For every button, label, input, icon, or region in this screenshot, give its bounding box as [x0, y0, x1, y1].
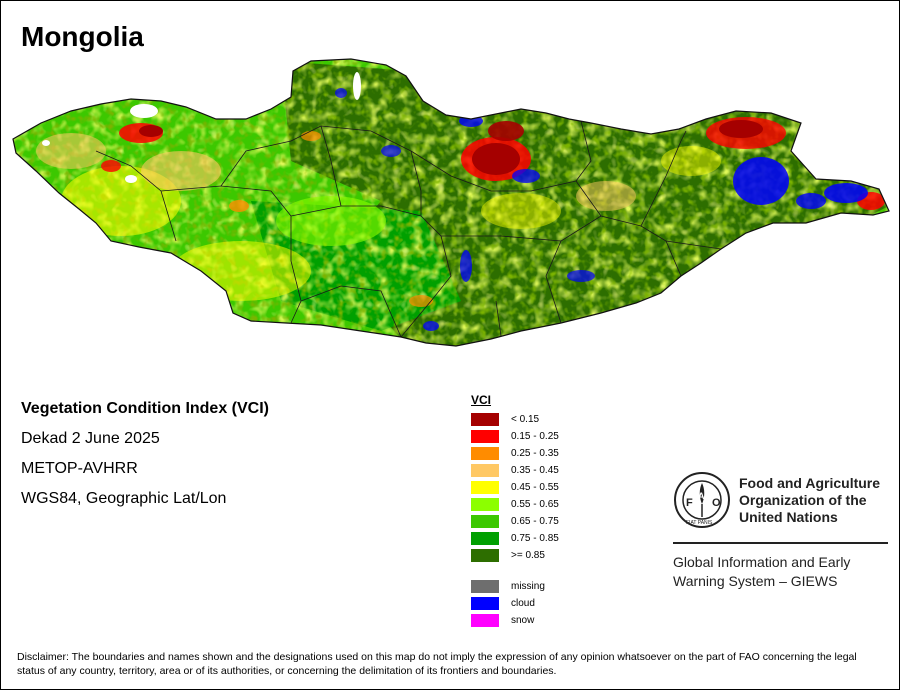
- legend-class-label: 0.45 - 0.55: [511, 482, 559, 493]
- legend-class-label: 0.75 - 0.85: [511, 533, 559, 544]
- legend-class-swatch: [471, 447, 499, 460]
- legend-class-item: 0.25 - 0.35: [471, 445, 559, 462]
- legend-class-label: 0.15 - 0.25: [511, 431, 559, 442]
- legend-special-item: snow: [471, 612, 559, 629]
- vci-map: [12, 58, 890, 347]
- legend: VCI < 0.15 0.15 - 0.25 0.25 - 0.35 0.35 - 0…: [471, 393, 559, 629]
- legend-class-swatch: [471, 515, 499, 528]
- legend-special-label: missing: [511, 581, 545, 592]
- fao-name-line-2: Organization of the: [739, 492, 867, 508]
- projection-label: WGS84, Geographic Lat/Lon: [21, 490, 227, 507]
- fao-divider: [673, 542, 888, 544]
- fao-logo-icon: F O A FIAT PANIS: [674, 472, 730, 528]
- vci-raster: [13, 59, 889, 346]
- legend-special-swatch: [471, 597, 499, 610]
- legend-class-swatch: [471, 498, 499, 511]
- legend-class-item: 0.65 - 0.75: [471, 513, 559, 530]
- giews-name: Global Information and Early Warning Sys…: [673, 553, 850, 591]
- legend-special-item: missing: [471, 578, 559, 595]
- legend-class-swatch: [471, 549, 499, 562]
- legend-class-item: 0.75 - 0.85: [471, 530, 559, 547]
- product-title: Vegetation Condition Index (VCI): [21, 400, 269, 417]
- legend-title: VCI: [471, 393, 492, 407]
- giews-line-2: Warning System – GIEWS: [673, 573, 838, 589]
- fao-logo-f: F: [686, 497, 693, 509]
- legend-class-swatch: [471, 430, 499, 443]
- legend-special: missing cloud snow: [471, 578, 559, 629]
- sensor-label: METOP-AVHRR: [21, 460, 138, 477]
- legend-class-label: 0.65 - 0.75: [511, 516, 559, 527]
- province-boundaries: [95, 120, 722, 338]
- legend-class-item: 0.45 - 0.55: [471, 479, 559, 496]
- map-title: Mongolia: [21, 21, 144, 52]
- fao-name: Food and Agriculture Organization of the…: [739, 475, 880, 526]
- legend-class-label: 0.35 - 0.45: [511, 465, 559, 476]
- legend-class-item: >= 0.85: [471, 547, 559, 564]
- legend-class-swatch: [471, 413, 499, 426]
- legend-class-label: 0.55 - 0.65: [511, 499, 559, 510]
- legend-special-label: snow: [511, 615, 535, 626]
- legend-class-swatch: [471, 481, 499, 494]
- legend-class-label: 0.25 - 0.35: [511, 448, 559, 459]
- legend-class-item: 0.55 - 0.65: [471, 496, 559, 513]
- legend-special-swatch: [471, 614, 499, 627]
- period-label: Dekad 2 June 2025: [21, 430, 160, 447]
- map-info: Vegetation Condition Index (VCI) Dekad 2…: [21, 397, 269, 517]
- fao-logo-motto: FIAT PANIS: [686, 520, 713, 526]
- disclaimer: Disclaimer: The boundaries and names sho…: [17, 651, 857, 677]
- fao-logo-a: A: [698, 491, 705, 501]
- giews-line-1: Global Information and Early: [673, 554, 851, 570]
- fao-name-line-1: Food and Agriculture: [739, 475, 881, 491]
- fao-logo-o: O: [712, 497, 721, 509]
- legend-special-item: cloud: [471, 595, 559, 612]
- legend-class-label: < 0.15: [511, 414, 540, 425]
- legend-class-swatch: [471, 464, 499, 477]
- legend-class-item: 0.35 - 0.45: [471, 462, 559, 479]
- legend-class-item: < 0.15: [471, 411, 559, 428]
- legend-class-label: >= 0.85: [511, 550, 545, 561]
- fao-name-line-3: United Nations: [739, 509, 838, 525]
- legend-class-swatch: [471, 532, 499, 545]
- legend-special-label: cloud: [511, 598, 535, 609]
- legend-classes: < 0.15 0.15 - 0.25 0.25 - 0.35 0.35 - 0.45 0…: [471, 411, 559, 564]
- legend-special-swatch: [471, 580, 499, 593]
- legend-class-item: 0.15 - 0.25: [471, 428, 559, 445]
